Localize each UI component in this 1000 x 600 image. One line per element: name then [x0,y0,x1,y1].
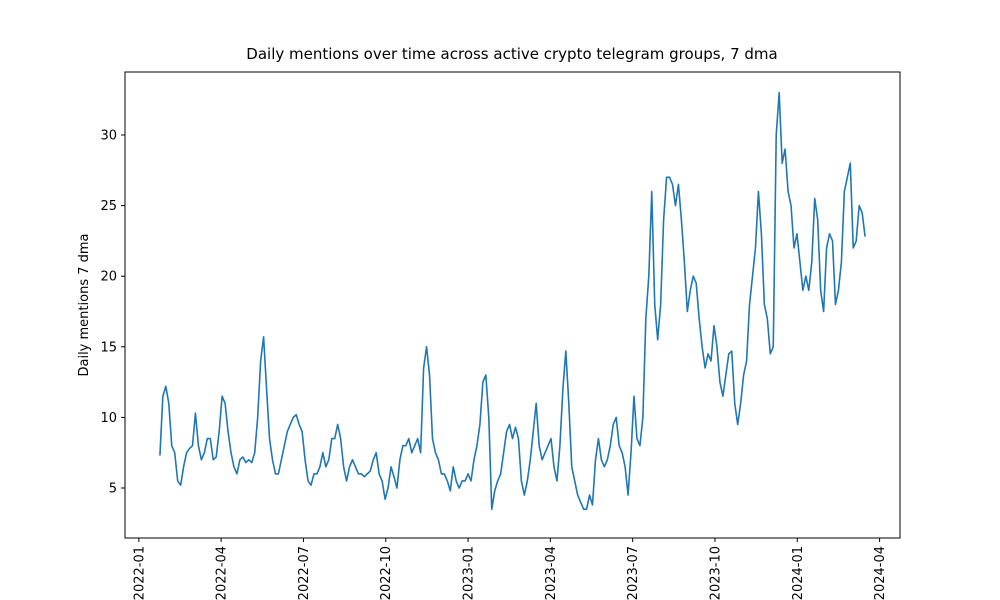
y-axis-label: Daily mentions 7 dma [77,233,92,376]
y-tick-label: 20 [100,270,117,285]
x-tick-label: 2022-04 [215,546,230,600]
x-tick-label: 2022-07 [297,546,312,600]
x-tick-label: 2022-10 [379,546,394,600]
y-tick-label: 15 [100,340,117,355]
x-tick-label: 2022-01 [132,546,147,600]
x-tick-label: 2024-01 [791,546,806,600]
x-tick-label: 2023-04 [544,546,559,600]
y-tick-label: 25 [100,199,117,214]
y-tick-label: 10 [100,411,117,426]
x-tick-label: 2023-10 [708,546,723,600]
y-tick-label: 30 [100,128,117,143]
x-tick-label: 2023-01 [462,546,477,600]
data-line [159,91,866,510]
plot-frame [124,71,901,539]
y-tick-label: 5 [109,482,117,497]
x-tick-label: 2024-04 [873,546,888,600]
chart-title: Daily mentions over time across active c… [246,45,777,63]
x-tick-label: 2023-07 [626,546,641,600]
